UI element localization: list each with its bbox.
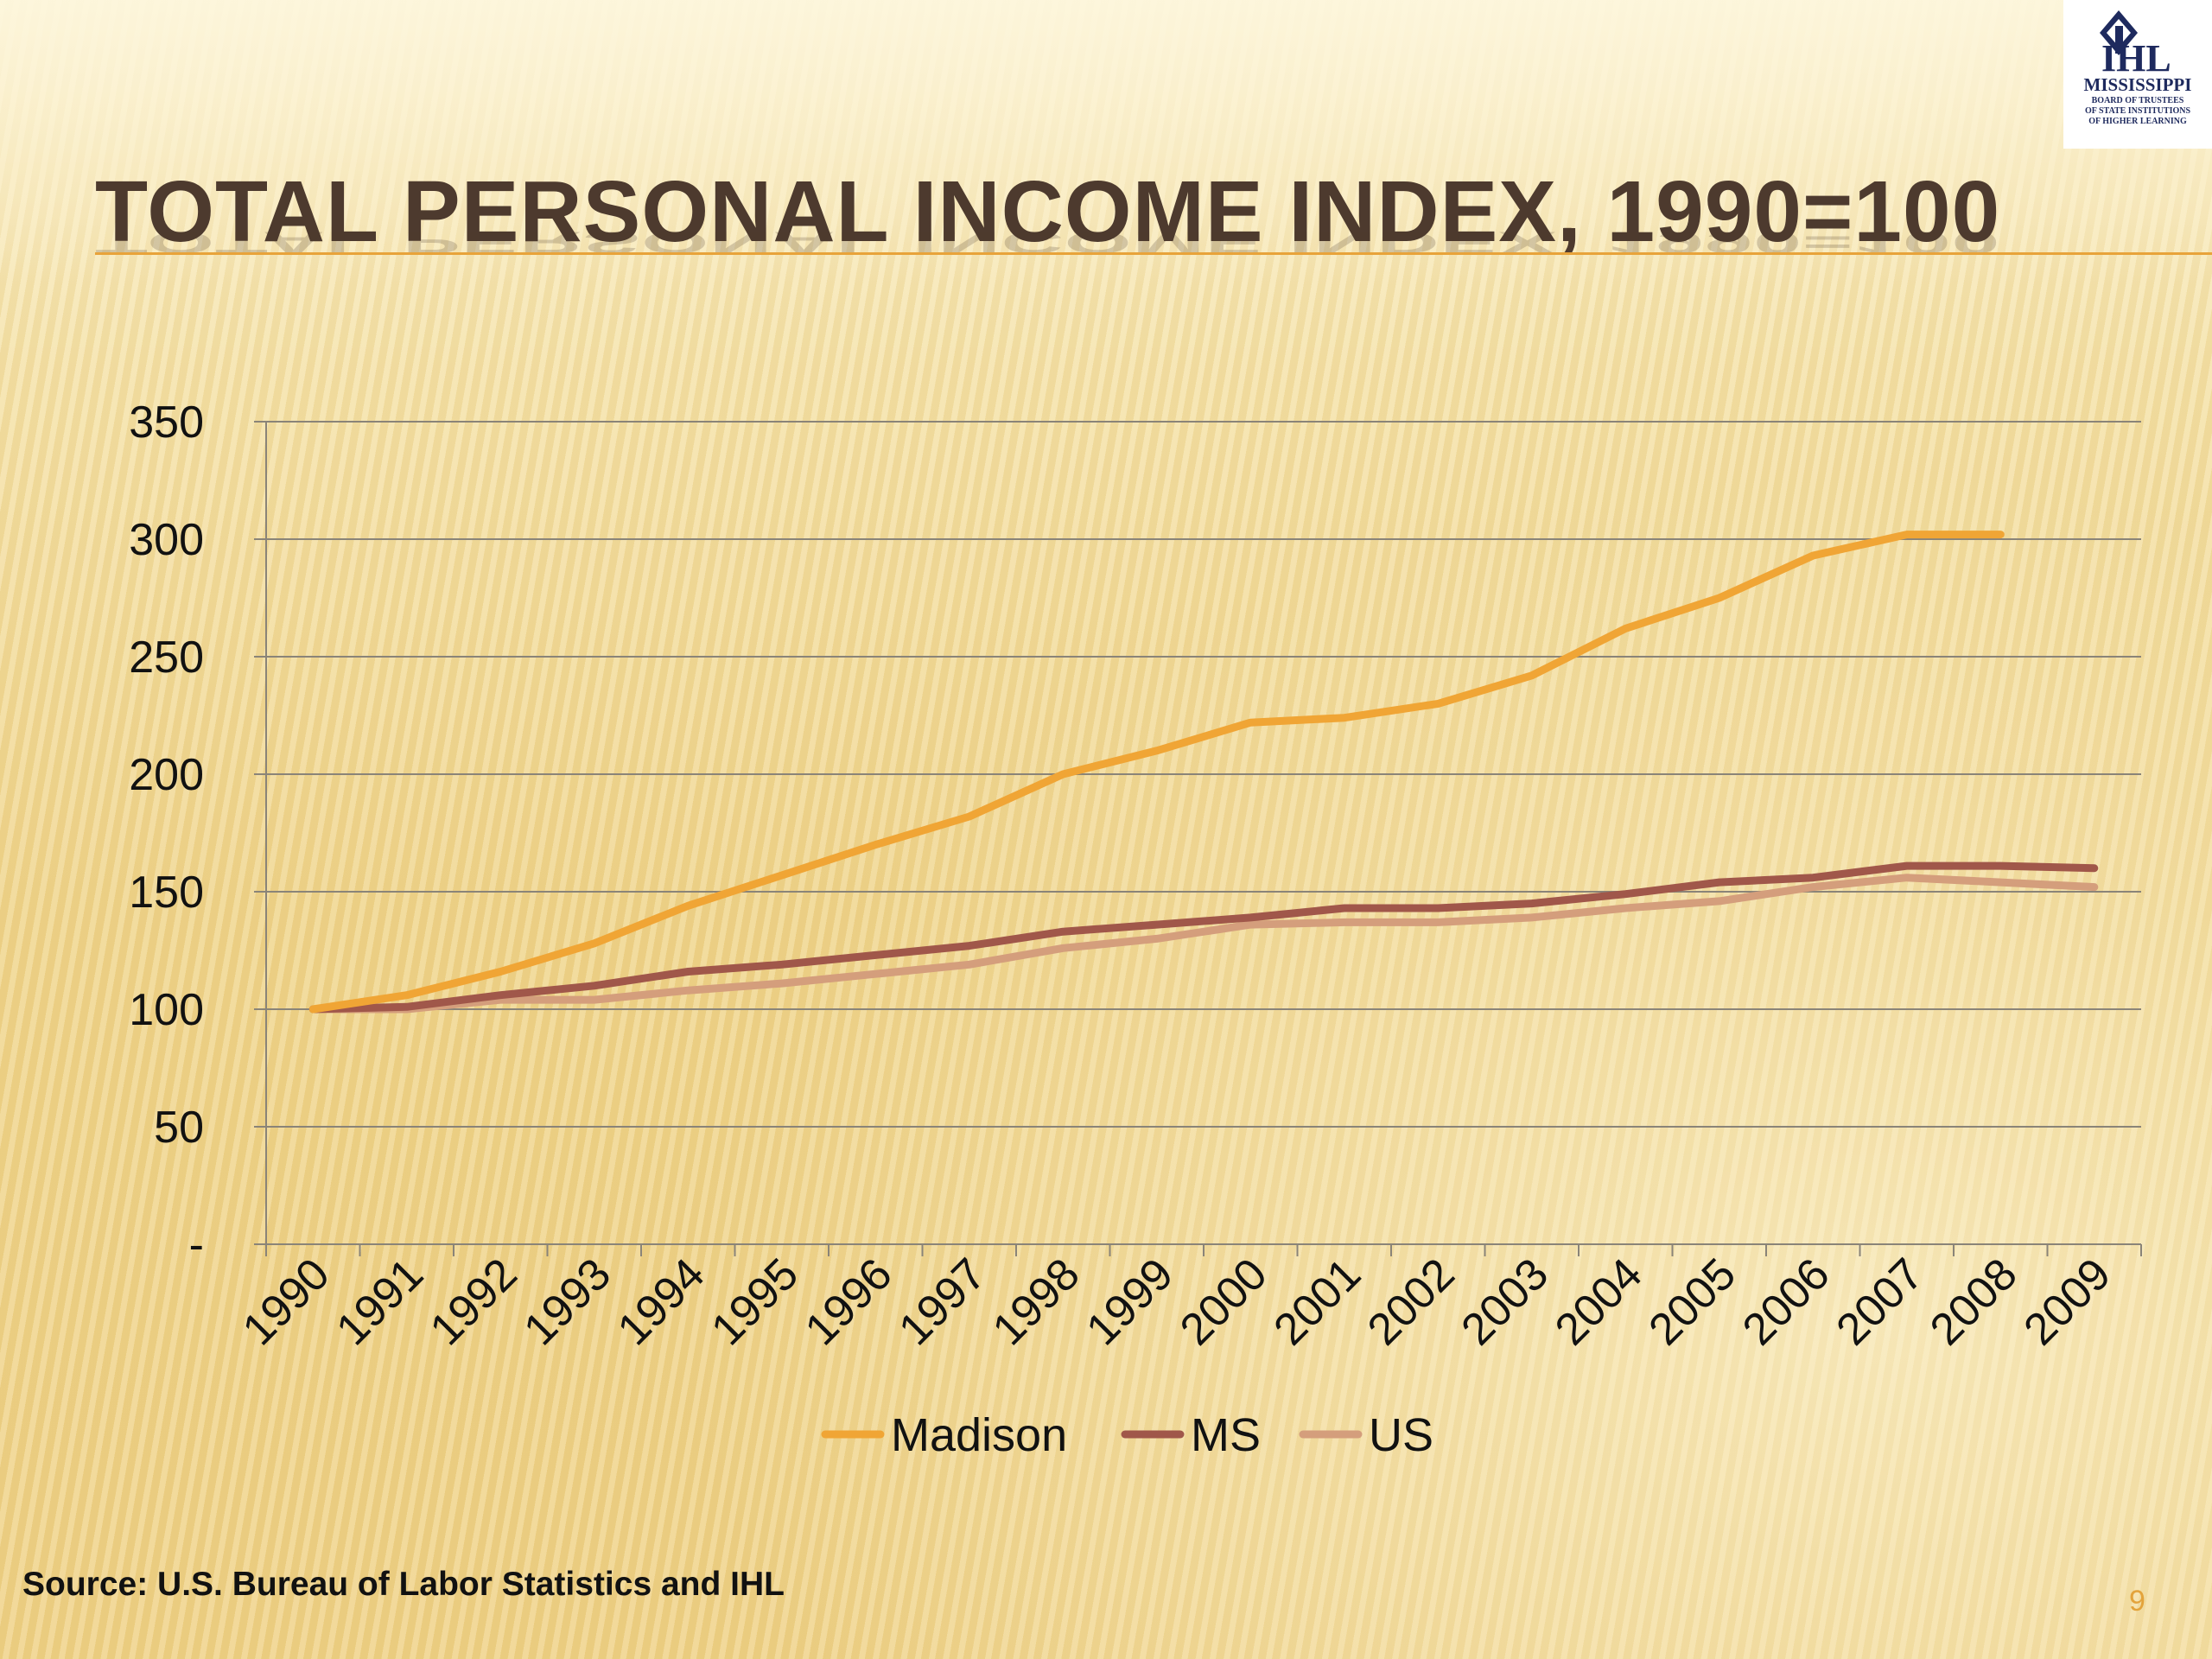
x-tick-label: 1994 bbox=[608, 1249, 715, 1355]
x-tick-label: 1990 bbox=[233, 1249, 340, 1355]
x-tick-label: 1991 bbox=[327, 1249, 433, 1355]
title-underline bbox=[95, 252, 2212, 255]
series-line-ms bbox=[308, 861, 2099, 1014]
page-number: 9 bbox=[2129, 1585, 2145, 1618]
x-tick-label: 1992 bbox=[421, 1249, 527, 1355]
ihl-diamond-logo-icon bbox=[2100, 10, 2138, 55]
y-tick-label: 300 bbox=[129, 515, 204, 565]
y-axis-tick-labels: - 50 100 150 200 250 300 350 bbox=[129, 397, 204, 1270]
x-tick-label: 2007 bbox=[1827, 1249, 1933, 1355]
chart-gridlines bbox=[254, 421, 2141, 1128]
x-tick-label: 2002 bbox=[1358, 1249, 1465, 1355]
x-axis-tick-labels: 1990199119921993199419951996199719981999… bbox=[233, 1249, 2120, 1355]
x-tick-label: 2005 bbox=[1639, 1249, 1745, 1355]
source-note: Source: U.S. Bureau of Labor Statistics … bbox=[22, 1566, 785, 1603]
y-tick-label: 250 bbox=[129, 632, 204, 683]
x-tick-label: 2000 bbox=[1171, 1249, 1277, 1355]
slide-title: TOTAL PERSONAL INCOME INDEX, 1990=100 bbox=[95, 163, 2001, 260]
x-tick-label: 1993 bbox=[514, 1249, 620, 1355]
y-tick-label: 200 bbox=[129, 750, 204, 800]
chart-legend: Madison MS US bbox=[821, 1409, 1433, 1461]
x-tick-label: 1998 bbox=[983, 1249, 1090, 1355]
chart-series bbox=[308, 531, 2099, 1014]
logo-line-2: BOARD OF TRUSTEES bbox=[2091, 96, 2184, 105]
logo-mark: IHL bbox=[2101, 37, 2171, 79]
x-tick-label: 2001 bbox=[1264, 1249, 1370, 1355]
chart-axes bbox=[254, 422, 2142, 1256]
x-tick-label: 2008 bbox=[1921, 1249, 2027, 1355]
y-tick-label: - bbox=[189, 1220, 204, 1270]
x-tick-label: 1996 bbox=[796, 1249, 902, 1355]
x-tick-label: 2009 bbox=[2014, 1249, 2120, 1355]
x-tick-label: 1997 bbox=[889, 1249, 995, 1355]
x-tick-label: 1999 bbox=[1077, 1249, 1183, 1355]
logo-line-4: OF HIGHER LEARNING bbox=[2088, 117, 2187, 126]
x-tick-label: 2006 bbox=[1733, 1249, 1840, 1355]
x-tick-label: 2003 bbox=[1452, 1249, 1558, 1355]
y-tick-label: 50 bbox=[154, 1103, 204, 1153]
x-tick-label: 1995 bbox=[702, 1249, 808, 1355]
x-tick-label: 2004 bbox=[1546, 1249, 1652, 1355]
logo-line-1: MISSISSIPPI bbox=[2083, 74, 2192, 95]
y-tick-label: 150 bbox=[129, 868, 204, 918]
legend-label-madison: Madison bbox=[891, 1409, 1067, 1461]
series-line-us bbox=[308, 874, 2099, 1014]
ihl-logo: IHL MISSISSIPPI BOARD OF TRUSTEES OF STA… bbox=[2063, 0, 2212, 149]
title-band bbox=[0, 0, 2212, 285]
logo-line-3: OF STATE INSTITUTIONS bbox=[2084, 106, 2191, 116]
y-tick-label: 100 bbox=[129, 985, 204, 1035]
y-tick-label: 350 bbox=[129, 397, 204, 448]
legend-label-ms: MS bbox=[1191, 1409, 1261, 1461]
legend-label-us: US bbox=[1369, 1409, 1433, 1461]
